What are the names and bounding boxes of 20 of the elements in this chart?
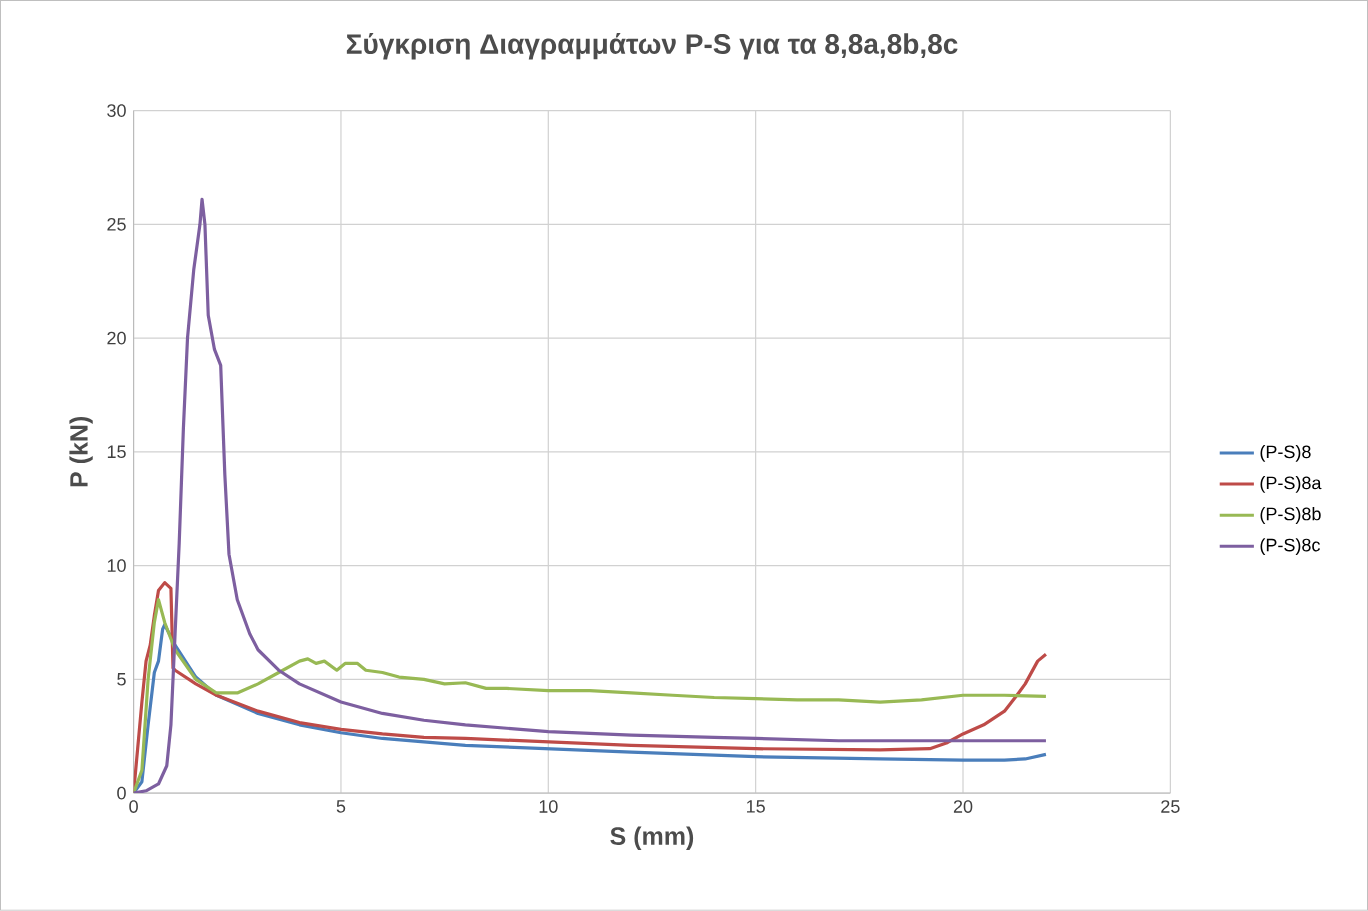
chart-title: Σύγκριση Διαγραμμάτων P-S για τα 8,8a,8b,8c	[346, 33, 958, 60]
x-tick-label: 20	[953, 800, 973, 814]
x-tick-label: 5	[336, 800, 346, 813]
y-tick-label: 20	[107, 331, 126, 345]
legend-label: (P-S)8c	[1260, 538, 1320, 556]
x-tick-label: 0	[129, 800, 138, 814]
legend-label: (P-S)8a	[1260, 476, 1322, 493]
x-tick-label: 10	[539, 800, 558, 814]
y-tick-label: 30	[107, 104, 126, 118]
y-tick-label: 10	[107, 559, 126, 573]
x-tick-label: 25	[1161, 800, 1180, 814]
y-axis-title: P (kN)	[69, 417, 93, 487]
y-tick-label: 25	[107, 218, 126, 231]
y-tick-label: 15	[107, 445, 126, 459]
y-tick-label: 5	[117, 673, 126, 686]
legend-label: (P-S)8	[1260, 445, 1311, 462]
y-tick-label: 0	[117, 786, 126, 800]
legend-label: (P-S)8b	[1260, 507, 1321, 525]
x-axis-title: S (mm)	[610, 826, 694, 851]
x-tick-label: 15	[747, 800, 765, 813]
